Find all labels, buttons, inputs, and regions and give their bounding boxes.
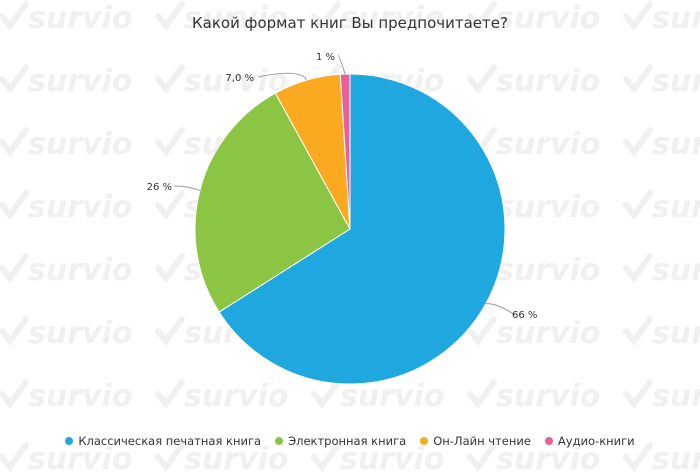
slice-connector xyxy=(257,72,308,81)
legend-label: Электронная книга xyxy=(288,434,407,448)
slice-data-label: 1 % xyxy=(316,52,335,63)
legend-item[interactable]: Классическая печатная книга xyxy=(65,434,261,448)
chart-legend: Классическая печатная книга Электронная к… xyxy=(0,434,700,448)
slice-connector xyxy=(173,185,201,191)
legend-marker-icon xyxy=(65,437,74,445)
slice-connector xyxy=(485,303,516,316)
legend-label: Он-Лайн чтение xyxy=(433,434,531,448)
pie-slice[interactable] xyxy=(218,73,506,385)
legend-marker-icon xyxy=(544,437,553,445)
legend-item[interactable]: Электронная книга xyxy=(275,434,406,448)
legend-marker-icon xyxy=(420,437,429,445)
slice-connector xyxy=(337,54,346,75)
legend-label: Классическая печатная книга xyxy=(78,434,262,448)
slice-data-label: 7,0 % xyxy=(225,73,254,84)
legend-label: Аудио-книги xyxy=(557,434,635,448)
slice-data-label: 26 % xyxy=(147,182,172,193)
chart-title: Какой формат книг Вы предпочитаете? xyxy=(192,14,508,32)
legend-marker-icon xyxy=(275,437,284,445)
legend-item[interactable]: Он-Лайн чтение xyxy=(420,434,531,448)
pie-slice[interactable] xyxy=(194,92,351,313)
slice-data-label: 66 % xyxy=(512,310,537,321)
legend-item[interactable]: Аудио-книги xyxy=(544,434,635,448)
